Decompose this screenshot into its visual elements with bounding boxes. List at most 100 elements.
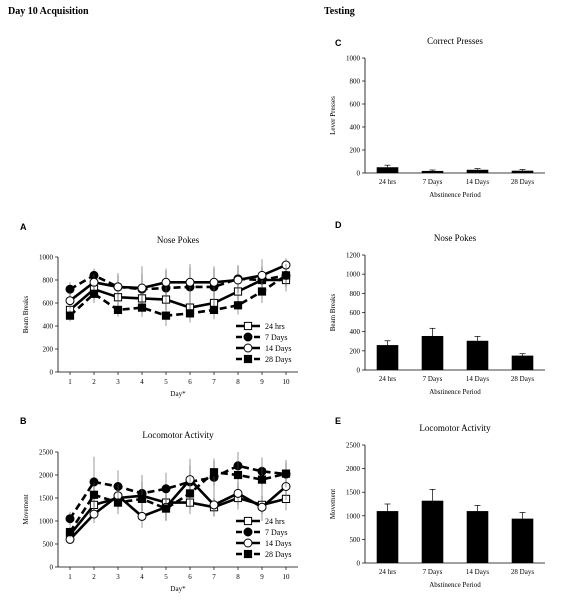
y-tick-label: 600	[350, 101, 361, 109]
y-tick-label: 800	[350, 78, 361, 86]
legend-marker-28-days	[243, 549, 253, 559]
y-axis-label: Movement	[22, 494, 30, 524]
chart-title: Nose Pokes	[434, 233, 477, 243]
y-tick-label: 0	[50, 564, 54, 572]
x-tick-label-3: 14 Days	[466, 178, 489, 186]
legend-label-14-days: 14 Days	[265, 539, 291, 548]
bar-4	[511, 170, 534, 173]
y-tick-label: 0	[50, 369, 54, 377]
y-tick-label: 200	[350, 147, 361, 155]
point-28-days	[137, 303, 147, 312]
bar-2	[421, 170, 444, 173]
y-tick-label: 200	[350, 347, 361, 355]
y-tick-label: 0	[357, 367, 361, 375]
x-tick-label-2: 7 Days	[423, 375, 443, 383]
chart-e-locomotor-activity: 0 500 1000 1500 2000 2500 E Locomotor Activity A…	[329, 416, 545, 589]
bar-2	[421, 335, 444, 370]
y-tick-label: 800	[350, 290, 361, 298]
y-tick-label: 400	[350, 124, 361, 132]
x-tick-label-2: 2	[92, 573, 96, 581]
bar-4	[511, 355, 534, 370]
x-tick-label-4: 28 Days	[511, 178, 534, 186]
x-tick-label-10: 10	[283, 378, 291, 386]
x-tick-label-6: 6	[188, 573, 192, 581]
point-28-days	[233, 470, 243, 480]
point-28-days	[281, 271, 291, 280]
point-14-days	[137, 283, 147, 293]
y-tick-label: 1200	[346, 252, 361, 260]
point-28-days	[89, 490, 99, 499]
legend-label-7-days: 7 Days	[265, 333, 287, 342]
y-tick-label: 1000	[346, 271, 361, 279]
x-tick-label-8: 8	[236, 573, 240, 581]
point-28-days	[257, 475, 267, 484]
y-tick-label: 500	[43, 541, 54, 549]
legend-marker-7-days	[243, 332, 253, 342]
y-axis-label: Movement	[329, 489, 337, 519]
point-28-days	[113, 498, 123, 507]
y-tick-label: 1000	[39, 518, 54, 526]
chart-title: Correct Presses	[427, 36, 483, 46]
point-28-days	[281, 469, 291, 478]
chart-c-correct-presses: 0 200 400 600 800 1000 C Correct Presses Abstine…	[329, 36, 545, 199]
y-tick-label: 1500	[346, 489, 361, 497]
point-28-days	[233, 301, 243, 310]
point-7-days	[161, 484, 171, 494]
point-7-days	[65, 284, 75, 294]
point-14-days	[209, 277, 219, 287]
x-tick-label-3: 3	[116, 378, 120, 386]
point-14-days	[185, 277, 195, 287]
y-tick-label: 2000	[39, 472, 54, 480]
x-tick-label-10: 10	[283, 573, 291, 581]
point-7-days	[65, 514, 75, 524]
x-tick-label-2: 7 Days	[423, 568, 443, 576]
chart-title: Locomotor Activity	[142, 430, 214, 440]
x-tick-label-8: 8	[236, 378, 240, 386]
legend-marker-14-days	[243, 538, 253, 548]
point-14-days	[233, 275, 243, 285]
y-tick-label: 2500	[346, 442, 361, 450]
y-tick-label: 0	[357, 560, 361, 568]
point-28-days	[89, 289, 99, 298]
point-28-days	[65, 311, 75, 320]
point-14-days	[137, 511, 147, 521]
y-tick-label: 1500	[39, 495, 54, 503]
y-tick-label: 200	[43, 346, 54, 354]
x-axis-label: Abstinence Period	[429, 388, 481, 396]
y-axis-label: Beam Breaks	[22, 295, 30, 333]
chart-b-locomotor-activity: 0 500 1000 1500 2000 2500 B Locomotor Activity D…	[20, 416, 298, 593]
y-tick-label: 1000	[39, 254, 54, 262]
bar-3	[466, 511, 489, 563]
series-line-28-days	[68, 470, 287, 533]
y-tick-label: 800	[43, 277, 54, 285]
point-28-days	[209, 305, 219, 315]
panel-letter-a: A	[20, 222, 27, 232]
legend-label-28-days: 28 Days	[265, 355, 291, 364]
y-axis-label: Beam Breaks	[329, 293, 337, 331]
point-14-days	[233, 488, 243, 498]
x-tick-label-1: 24 hrs	[379, 568, 397, 576]
x-axis-label: Day*	[170, 585, 186, 593]
point-28-days	[185, 309, 195, 318]
point-28-days	[161, 504, 171, 513]
x-tick-label-1: 24 hrs	[379, 178, 397, 186]
bar-3	[466, 169, 489, 173]
legend-marker-24-hrs	[243, 321, 253, 331]
x-tick-label-5: 5	[164, 378, 168, 386]
bar-4	[511, 518, 534, 563]
point-14-days	[65, 296, 75, 306]
chart-d-nose-pokes: 0 200 400 600 800 1000 1200 D Nose Pokes Abstinen…	[329, 220, 545, 396]
legend-marker-24-hrs	[243, 516, 253, 526]
point-14-days	[113, 282, 123, 292]
panel-letter-b: B	[20, 416, 27, 426]
point-28-days	[161, 311, 171, 320]
legend-label-28-days: 28 Days	[265, 550, 291, 559]
point-14-days	[161, 277, 171, 287]
legend-label-14-days: 14 Days	[265, 344, 291, 353]
x-axis-label: Day*	[170, 390, 186, 398]
y-tick-label: 400	[350, 328, 361, 336]
bar-1	[376, 511, 399, 563]
x-tick-label-6: 6	[188, 378, 192, 386]
x-tick-label-4: 4	[140, 378, 144, 386]
point-14-days	[257, 502, 267, 512]
